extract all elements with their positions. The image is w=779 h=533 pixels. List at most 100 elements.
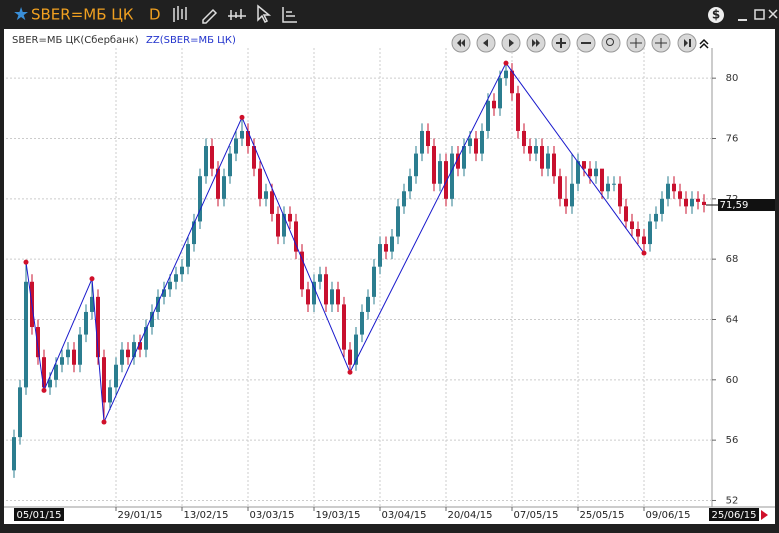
candle-body [294, 221, 298, 252]
zigzag-point [41, 387, 47, 393]
zoom-fit[interactable] [601, 33, 621, 53]
candle-body [606, 183, 610, 192]
candle-body [258, 168, 262, 199]
candle-body [174, 274, 178, 282]
candle-body [222, 176, 226, 199]
candle-body [264, 191, 268, 199]
candle-body [60, 357, 64, 365]
candle-body [66, 349, 70, 358]
last-price-label: 71,59 [720, 200, 749, 211]
candle-body [582, 161, 586, 169]
maximize-button[interactable] [754, 9, 765, 20]
candle-body [348, 349, 352, 365]
candle-body [36, 327, 40, 358]
candle-body [192, 221, 196, 245]
candle-body [318, 274, 322, 282]
candle-body [510, 70, 514, 94]
candle-body [54, 364, 58, 380]
candle-body [492, 100, 496, 109]
zigzag-point [239, 114, 245, 120]
candles-tool[interactable] [173, 6, 187, 22]
candle-body [72, 349, 76, 365]
candle-body [90, 296, 94, 312]
candle-body [390, 236, 394, 252]
candle-body [420, 130, 424, 154]
candle-body [228, 153, 232, 177]
layout-tool[interactable] [282, 7, 297, 23]
zigzag-point [503, 60, 509, 66]
candle-body [588, 168, 592, 177]
candle-body [612, 183, 616, 185]
candle-body [396, 206, 400, 237]
candle-body [330, 289, 334, 305]
candle-body [666, 183, 670, 199]
x-tick-label: 09/06/15 [646, 510, 691, 521]
candle-body [462, 146, 466, 169]
candle-body [84, 311, 88, 335]
x-tick-label: 19/03/15 [316, 510, 361, 521]
currency-icon: $ [712, 8, 720, 22]
period[interactable]: D [149, 6, 161, 24]
candle-body [282, 213, 286, 237]
candle-body [48, 379, 52, 388]
candle-body [24, 281, 28, 388]
zigzag-point [641, 250, 647, 256]
candle-body [342, 304, 346, 350]
candle-body [648, 221, 652, 245]
candle-body [528, 146, 532, 154]
cursor-tool[interactable] [257, 4, 272, 24]
candle-body [96, 296, 100, 358]
x-tick-label: 03/04/15 [382, 510, 427, 521]
symbol: SBER=МБ ЦК [31, 6, 134, 24]
zigzag-point [101, 419, 107, 425]
candle-body [456, 153, 460, 169]
candle-body [630, 221, 634, 229]
candle-body [408, 176, 412, 192]
close-button[interactable] [768, 9, 778, 19]
candle-body [516, 93, 520, 131]
x-tick-label: 25/06/15 [712, 510, 757, 521]
x-tick-label: 05/01/15 [17, 510, 62, 521]
candle-body [180, 266, 184, 275]
star-icon[interactable]: ★ [13, 4, 29, 25]
candle-body [552, 153, 556, 177]
candle-body [672, 183, 676, 192]
zigzag-line [25, 62, 645, 425]
candle-body [504, 70, 508, 79]
candle-body [450, 153, 454, 199]
y-tick-label: 60 [726, 375, 739, 386]
candle-body [108, 387, 112, 403]
candle-body [360, 311, 364, 335]
candle-body [156, 296, 160, 312]
scroll-end-arrow[interactable] [761, 510, 768, 520]
candle-body [438, 161, 442, 184]
candle-body [432, 146, 436, 184]
candle-body [270, 191, 274, 214]
zigzag-point [347, 369, 353, 375]
currency-button[interactable] [708, 7, 724, 23]
candle-body [240, 130, 244, 139]
candle-body [426, 130, 430, 147]
candle-body [324, 274, 328, 305]
candle-body [114, 364, 118, 388]
candle-body [306, 289, 310, 305]
candle-body [234, 138, 238, 154]
candle-body [42, 357, 46, 388]
candle-body [594, 168, 598, 177]
candle-body [546, 153, 550, 169]
candle-body [444, 161, 448, 199]
legend-series: SBER=МБ ЦК(Сбербанк) [12, 35, 139, 46]
candle-body [198, 176, 202, 222]
candle-body [468, 138, 472, 147]
x-tick-label: 29/01/15 [118, 510, 163, 521]
y-tick-label: 76 [726, 133, 739, 144]
candle-body [570, 183, 574, 207]
draw-tool[interactable] [202, 8, 218, 24]
indicator-tool[interactable] [228, 9, 246, 20]
candle-body [474, 138, 478, 154]
candle-body [378, 244, 382, 267]
date-box [709, 508, 759, 521]
candle-body [498, 78, 502, 109]
candle-body [558, 176, 562, 199]
